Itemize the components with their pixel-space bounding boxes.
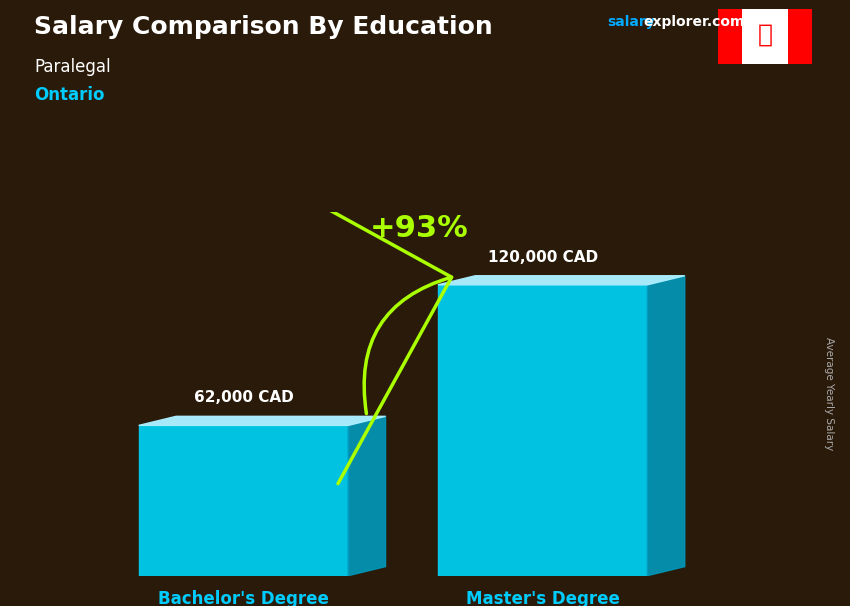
Bar — [718, 9, 741, 64]
Polygon shape — [438, 276, 685, 285]
FancyArrowPatch shape — [245, 164, 451, 484]
Text: 🍁: 🍁 — [757, 23, 773, 47]
Text: explorer.com: explorer.com — [643, 15, 745, 29]
Polygon shape — [139, 425, 348, 576]
Polygon shape — [438, 285, 648, 576]
Text: 120,000 CAD: 120,000 CAD — [488, 250, 598, 265]
Polygon shape — [348, 416, 386, 576]
Text: Average Yearly Salary: Average Yearly Salary — [824, 338, 834, 450]
Text: Paralegal: Paralegal — [34, 58, 110, 76]
Text: Salary Comparison By Education: Salary Comparison By Education — [34, 15, 493, 39]
Text: 62,000 CAD: 62,000 CAD — [194, 390, 293, 405]
Text: +93%: +93% — [370, 214, 468, 243]
Polygon shape — [648, 276, 685, 576]
Text: salary: salary — [608, 15, 655, 29]
Bar — [788, 9, 812, 64]
Text: Ontario: Ontario — [34, 86, 105, 104]
Polygon shape — [139, 416, 386, 425]
